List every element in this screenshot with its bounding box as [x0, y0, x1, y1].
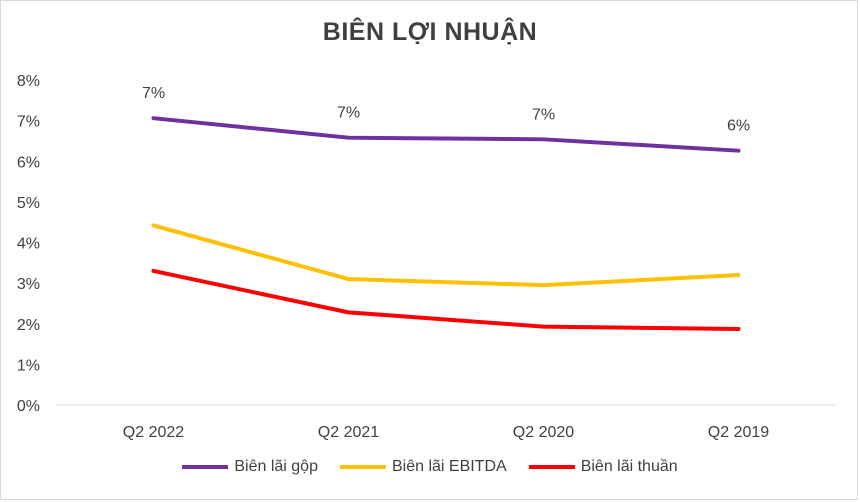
y-tick-label: 3% [17, 276, 40, 293]
data-label: 7% [532, 106, 555, 123]
legend-label: Biên lãi gộp [234, 458, 318, 475]
y-tick-label: 5% [17, 195, 40, 212]
x-tick-label: Q2 2019 [708, 424, 769, 441]
legend-item-bien-lai-ebitda: Biên lãi EBITDA [339, 458, 507, 476]
series-line-0 [151, 116, 741, 153]
x-tick-label: Q2 2020 [513, 424, 574, 441]
y-tick-label: 2% [17, 317, 40, 334]
y-tick-label: 4% [17, 236, 40, 253]
legend-item-bien-lai-thuan: Biên lãi thuần [528, 458, 678, 476]
legend-swatch-yellow [339, 465, 386, 469]
series-line-1 [151, 223, 741, 288]
legend-swatch-purple [182, 465, 229, 469]
legend-label: Biên lãi thuần [580, 458, 678, 475]
y-tick-label: 8% [17, 73, 40, 90]
data-label: 7% [337, 105, 360, 122]
data-label: 7% [142, 85, 165, 102]
legend: Biên lãi gộp Biên lãi EBITDA Biên lãi th… [0, 458, 860, 476]
legend-item-bien-lai-gop: Biên lãi gộp [182, 458, 318, 476]
data-label: 6% [727, 118, 750, 135]
series-line-2 [151, 268, 741, 332]
chart-title: BIÊN LỢI NHUẬN [322, 18, 538, 46]
legend-swatch-red [528, 465, 575, 469]
x-tick-label: Q2 2022 [123, 424, 184, 441]
x-tick-label: Q2 2021 [318, 424, 379, 441]
y-tick-label: 7% [17, 114, 40, 131]
y-tick-label: 1% [17, 357, 40, 374]
legend-label: Biên lãi EBITDA [391, 458, 507, 475]
y-tick-label: 0% [17, 398, 40, 415]
y-tick-label: 6% [17, 154, 40, 171]
